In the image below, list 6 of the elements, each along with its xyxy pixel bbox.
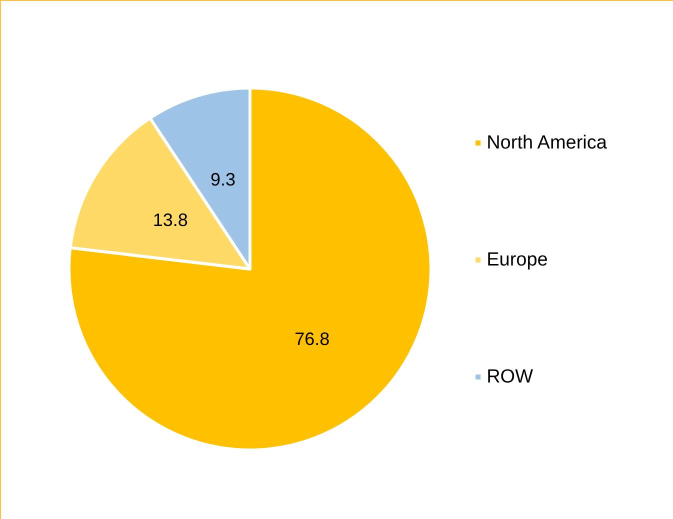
data-label: 9.3 (210, 169, 236, 190)
legend-label: ROW (486, 366, 534, 388)
legend-label: North America (486, 132, 608, 154)
data-label: 13.8 (152, 210, 188, 230)
legend-label: Europe (486, 250, 548, 270)
data-label: 76.8 (294, 328, 330, 349)
